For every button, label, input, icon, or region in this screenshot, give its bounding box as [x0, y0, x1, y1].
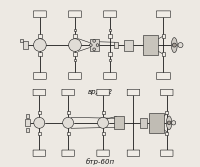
Bar — [102, 111, 105, 114]
Bar — [67, 111, 70, 114]
Bar — [149, 113, 164, 133]
Circle shape — [172, 43, 176, 47]
Bar — [73, 52, 77, 56]
Bar — [165, 111, 168, 114]
Circle shape — [89, 44, 92, 46]
Bar — [20, 39, 23, 42]
Bar — [102, 121, 104, 124]
Bar — [38, 34, 42, 38]
Circle shape — [93, 40, 95, 42]
FancyBboxPatch shape — [161, 89, 173, 96]
FancyBboxPatch shape — [33, 150, 45, 156]
Bar — [38, 52, 42, 56]
Bar — [74, 29, 76, 31]
Bar — [74, 59, 76, 61]
FancyBboxPatch shape — [69, 11, 81, 18]
Bar — [109, 59, 111, 61]
Bar — [26, 114, 29, 118]
Bar — [26, 128, 29, 132]
FancyBboxPatch shape — [104, 11, 116, 18]
FancyBboxPatch shape — [156, 73, 170, 79]
Bar — [102, 132, 105, 135]
Bar — [143, 35, 158, 55]
Circle shape — [34, 117, 45, 128]
Bar — [162, 34, 165, 38]
Circle shape — [98, 117, 109, 128]
Bar — [23, 41, 28, 49]
Bar — [165, 132, 168, 135]
Bar — [162, 52, 165, 56]
Bar — [25, 119, 30, 126]
Circle shape — [172, 121, 176, 125]
Bar — [124, 40, 133, 50]
Bar — [73, 34, 77, 38]
Bar — [67, 121, 69, 124]
Bar — [38, 132, 41, 135]
Bar — [114, 116, 124, 129]
Circle shape — [96, 44, 99, 46]
Bar — [108, 52, 112, 56]
Text: врдп-2: врдп-2 — [87, 89, 113, 95]
Bar — [109, 29, 111, 31]
FancyBboxPatch shape — [33, 11, 46, 18]
Bar — [90, 39, 99, 51]
Circle shape — [34, 39, 46, 51]
Bar — [38, 111, 41, 114]
FancyBboxPatch shape — [127, 89, 140, 96]
Circle shape — [93, 48, 95, 51]
FancyBboxPatch shape — [33, 89, 45, 96]
FancyBboxPatch shape — [62, 150, 74, 156]
Circle shape — [167, 121, 171, 125]
FancyBboxPatch shape — [104, 73, 116, 79]
Circle shape — [69, 39, 81, 51]
Circle shape — [63, 117, 74, 128]
Circle shape — [178, 43, 183, 48]
Bar — [114, 42, 118, 48]
FancyBboxPatch shape — [127, 150, 140, 156]
FancyBboxPatch shape — [62, 89, 74, 96]
Bar — [108, 34, 112, 38]
Bar — [140, 118, 147, 128]
FancyBboxPatch shape — [97, 89, 109, 96]
FancyBboxPatch shape — [33, 73, 46, 79]
Text: бтр-60п: бтр-60п — [85, 158, 115, 164]
Bar — [67, 132, 70, 135]
Ellipse shape — [166, 116, 172, 130]
FancyBboxPatch shape — [69, 73, 81, 79]
Ellipse shape — [171, 38, 177, 53]
FancyBboxPatch shape — [97, 150, 109, 156]
FancyBboxPatch shape — [161, 150, 173, 156]
FancyBboxPatch shape — [156, 11, 170, 18]
